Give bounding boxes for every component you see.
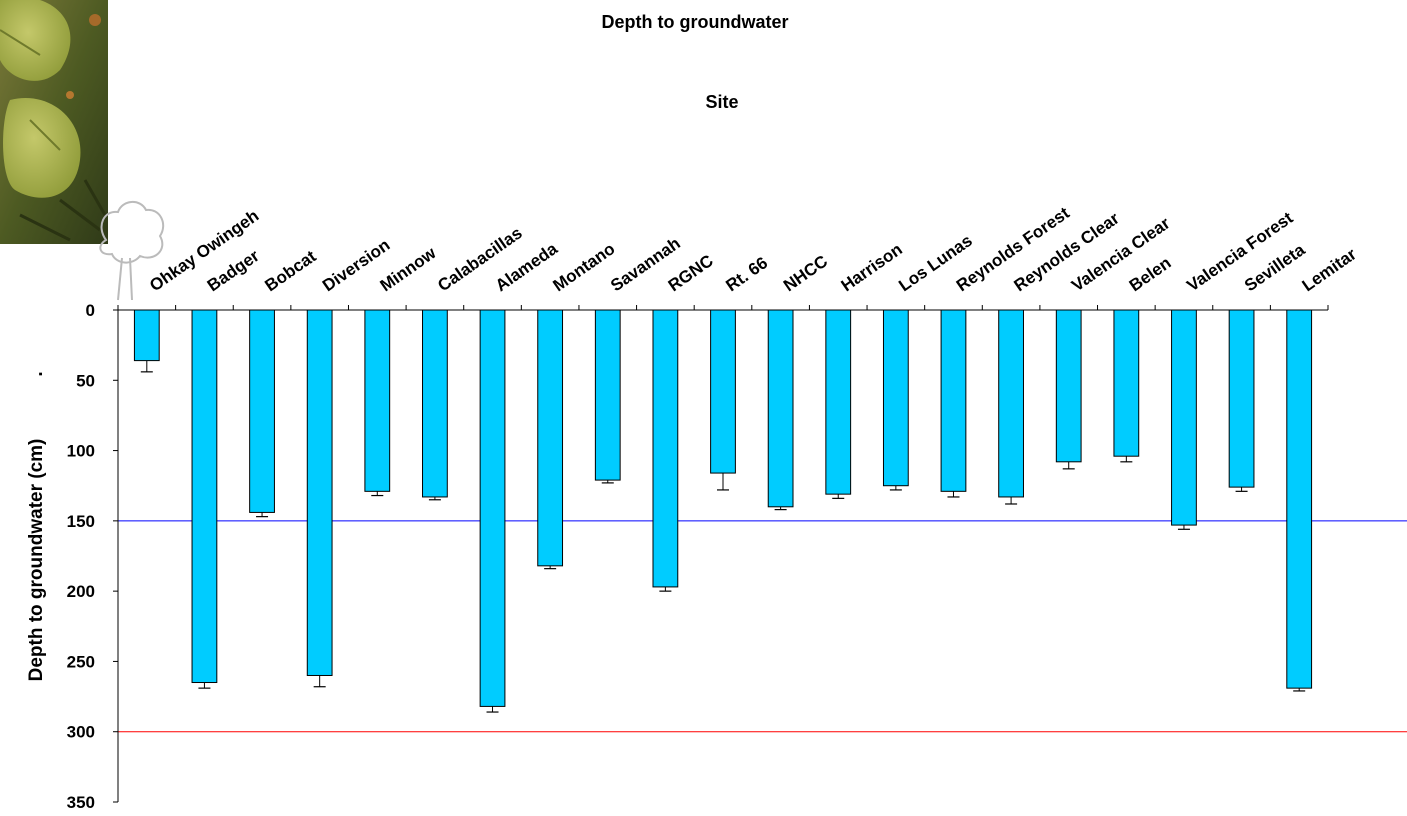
bar-7 bbox=[537, 309, 564, 567]
category-label-16: Valencia Clear bbox=[1068, 213, 1174, 295]
bar-0 bbox=[133, 309, 160, 362]
bar-9 bbox=[652, 309, 679, 588]
y-tick-label-0: 0 bbox=[86, 301, 95, 320]
category-label-17: Belen bbox=[1126, 253, 1175, 295]
category-label-11: NHCC bbox=[780, 252, 831, 296]
y-tick-label-2: 100 bbox=[67, 442, 95, 461]
category-label-10: Rt. 66 bbox=[722, 253, 771, 295]
photo-thumbnail bbox=[0, 0, 108, 244]
chart-title: Depth to groundwater bbox=[602, 12, 789, 32]
category-label-7: Montano bbox=[550, 239, 619, 295]
category-label-20: Lemitar bbox=[1299, 244, 1361, 295]
bar-2 bbox=[249, 309, 275, 513]
bar-15 bbox=[998, 309, 1024, 498]
bar-4 bbox=[364, 309, 391, 492]
bar-8 bbox=[594, 309, 621, 481]
y-axis-marker: . bbox=[26, 371, 47, 376]
bar-11 bbox=[767, 309, 794, 508]
bar-14 bbox=[940, 309, 967, 492]
y-tick-label-7: 350 bbox=[67, 793, 95, 812]
bar-5 bbox=[422, 309, 448, 498]
y-tick-label-6: 300 bbox=[67, 723, 95, 742]
bar-10 bbox=[710, 309, 736, 474]
bar-3 bbox=[306, 309, 333, 676]
y-tick-label-4: 200 bbox=[67, 582, 95, 601]
bar-17 bbox=[1113, 309, 1140, 457]
bar-1 bbox=[191, 309, 218, 684]
bar-16 bbox=[1055, 309, 1082, 463]
y-tick-label-1: 50 bbox=[76, 371, 95, 390]
bar-20 bbox=[1286, 309, 1313, 689]
x-axis-label: Site bbox=[705, 92, 738, 112]
category-label-2: Bobcat bbox=[261, 246, 319, 295]
bar-6 bbox=[479, 309, 506, 707]
category-label-9: RGNC bbox=[665, 251, 717, 295]
category-label-12: Harrison bbox=[838, 240, 906, 296]
y-tick-label-3: 150 bbox=[67, 512, 95, 531]
bar-13 bbox=[882, 309, 909, 487]
y-tick-label-5: 250 bbox=[67, 652, 95, 671]
y-axis-label: Depth to groundwater (cm) bbox=[26, 439, 47, 682]
bar-18 bbox=[1171, 309, 1197, 526]
tree-logo-icon bbox=[99, 201, 165, 301]
bar-12 bbox=[825, 309, 852, 495]
bar-19 bbox=[1228, 309, 1255, 488]
